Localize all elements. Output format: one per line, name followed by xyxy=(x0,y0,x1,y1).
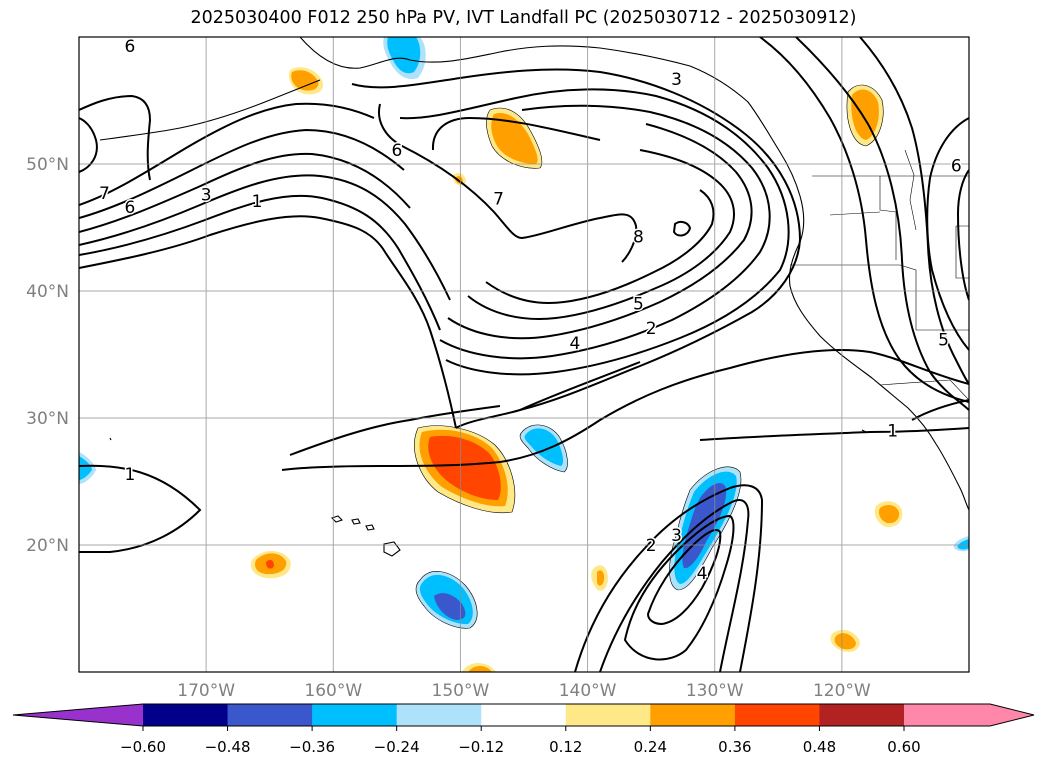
lon-tick-label: 160°W xyxy=(304,681,362,701)
contour-label: 6 xyxy=(124,37,135,57)
contour-label: 6 xyxy=(391,141,402,161)
colorbar-segment xyxy=(227,704,313,726)
colorbar-segment xyxy=(396,704,482,726)
gridlines xyxy=(79,37,969,672)
contour-label: 5 xyxy=(633,295,644,315)
colorbar-tick-label: −0.36 xyxy=(289,738,335,756)
contour-label: 4 xyxy=(697,564,708,584)
map-frame xyxy=(78,36,970,673)
contour-label: 3 xyxy=(201,185,212,205)
lat-tick-label: 40°N xyxy=(26,282,69,302)
shading-outlines xyxy=(414,84,884,629)
contour-label: 1 xyxy=(252,192,263,212)
colorbar-tick-labels: −0.60 −0.48 −0.36 −0.24 −0.12 0.12 0.24 0.36 0.4… xyxy=(120,726,921,756)
contour-label: 7 xyxy=(99,184,110,204)
colorbar-extend-min xyxy=(13,704,143,726)
colorbar-tick-label: −0.48 xyxy=(205,738,251,756)
contour-label: 3 xyxy=(671,70,682,90)
lat-tick-label: 20°N xyxy=(26,536,69,556)
contour-label: 2 xyxy=(646,536,657,556)
lon-tick-label: 140°W xyxy=(559,681,617,701)
lat-tick-label: 50°N xyxy=(26,155,69,175)
contour-label: 8 xyxy=(633,227,644,247)
map-title: 2025030400 F012 250 hPa PV, IVT Landfall… xyxy=(190,8,857,28)
colorbar-tick-label: 0.12 xyxy=(549,738,582,756)
colorbar-tick-label: −0.24 xyxy=(374,738,420,756)
colorbar-segment xyxy=(312,704,398,726)
lat-tick-label: 30°N xyxy=(26,409,69,429)
longitude-labels: 170°W 160°W 150°W 140°W 130°W 120°W xyxy=(177,681,871,701)
contour-label: 7 xyxy=(493,189,504,209)
latitude-labels: 20°N 30°N 40°N 50°N xyxy=(26,155,69,556)
colorbar-segment xyxy=(565,704,651,726)
colorbar-tick-label: −0.60 xyxy=(120,738,166,756)
colorbar-tick-label: −0.12 xyxy=(458,738,504,756)
lon-tick-label: 170°W xyxy=(177,681,235,701)
colorbar-tick-label: 0.24 xyxy=(634,738,667,756)
colorbar xyxy=(12,703,1035,727)
colorbar-segment xyxy=(481,704,567,726)
colorbar-segment xyxy=(819,704,905,726)
colorbar-extend-max xyxy=(990,704,1034,726)
contour-label: 1 xyxy=(124,465,135,485)
colorbar-tick-label: 0.48 xyxy=(803,738,836,756)
coastlines xyxy=(99,37,969,557)
colorbar-segment xyxy=(734,704,820,726)
contour-label: 5 xyxy=(938,330,949,350)
pv-contours xyxy=(79,37,969,672)
colorbar-segment xyxy=(143,704,229,726)
pv-anomaly-shading xyxy=(79,37,969,672)
colorbar-tick-label: 0.36 xyxy=(718,738,751,756)
contour-label: 6 xyxy=(124,198,135,218)
contour-label: 3 xyxy=(671,526,682,546)
contour-label: 6 xyxy=(951,156,962,176)
lon-tick-label: 130°W xyxy=(686,681,744,701)
colorbar-segment xyxy=(904,704,990,726)
colorbar-tick-label: 0.60 xyxy=(887,738,920,756)
lon-tick-label: 120°W xyxy=(813,681,871,701)
borders xyxy=(790,149,969,401)
contour-label: 4 xyxy=(569,334,580,354)
contour-label: 1 xyxy=(887,422,898,442)
lon-tick-label: 150°W xyxy=(432,681,490,701)
colorbar-segment xyxy=(650,704,736,726)
contour-label: 2 xyxy=(646,319,657,339)
